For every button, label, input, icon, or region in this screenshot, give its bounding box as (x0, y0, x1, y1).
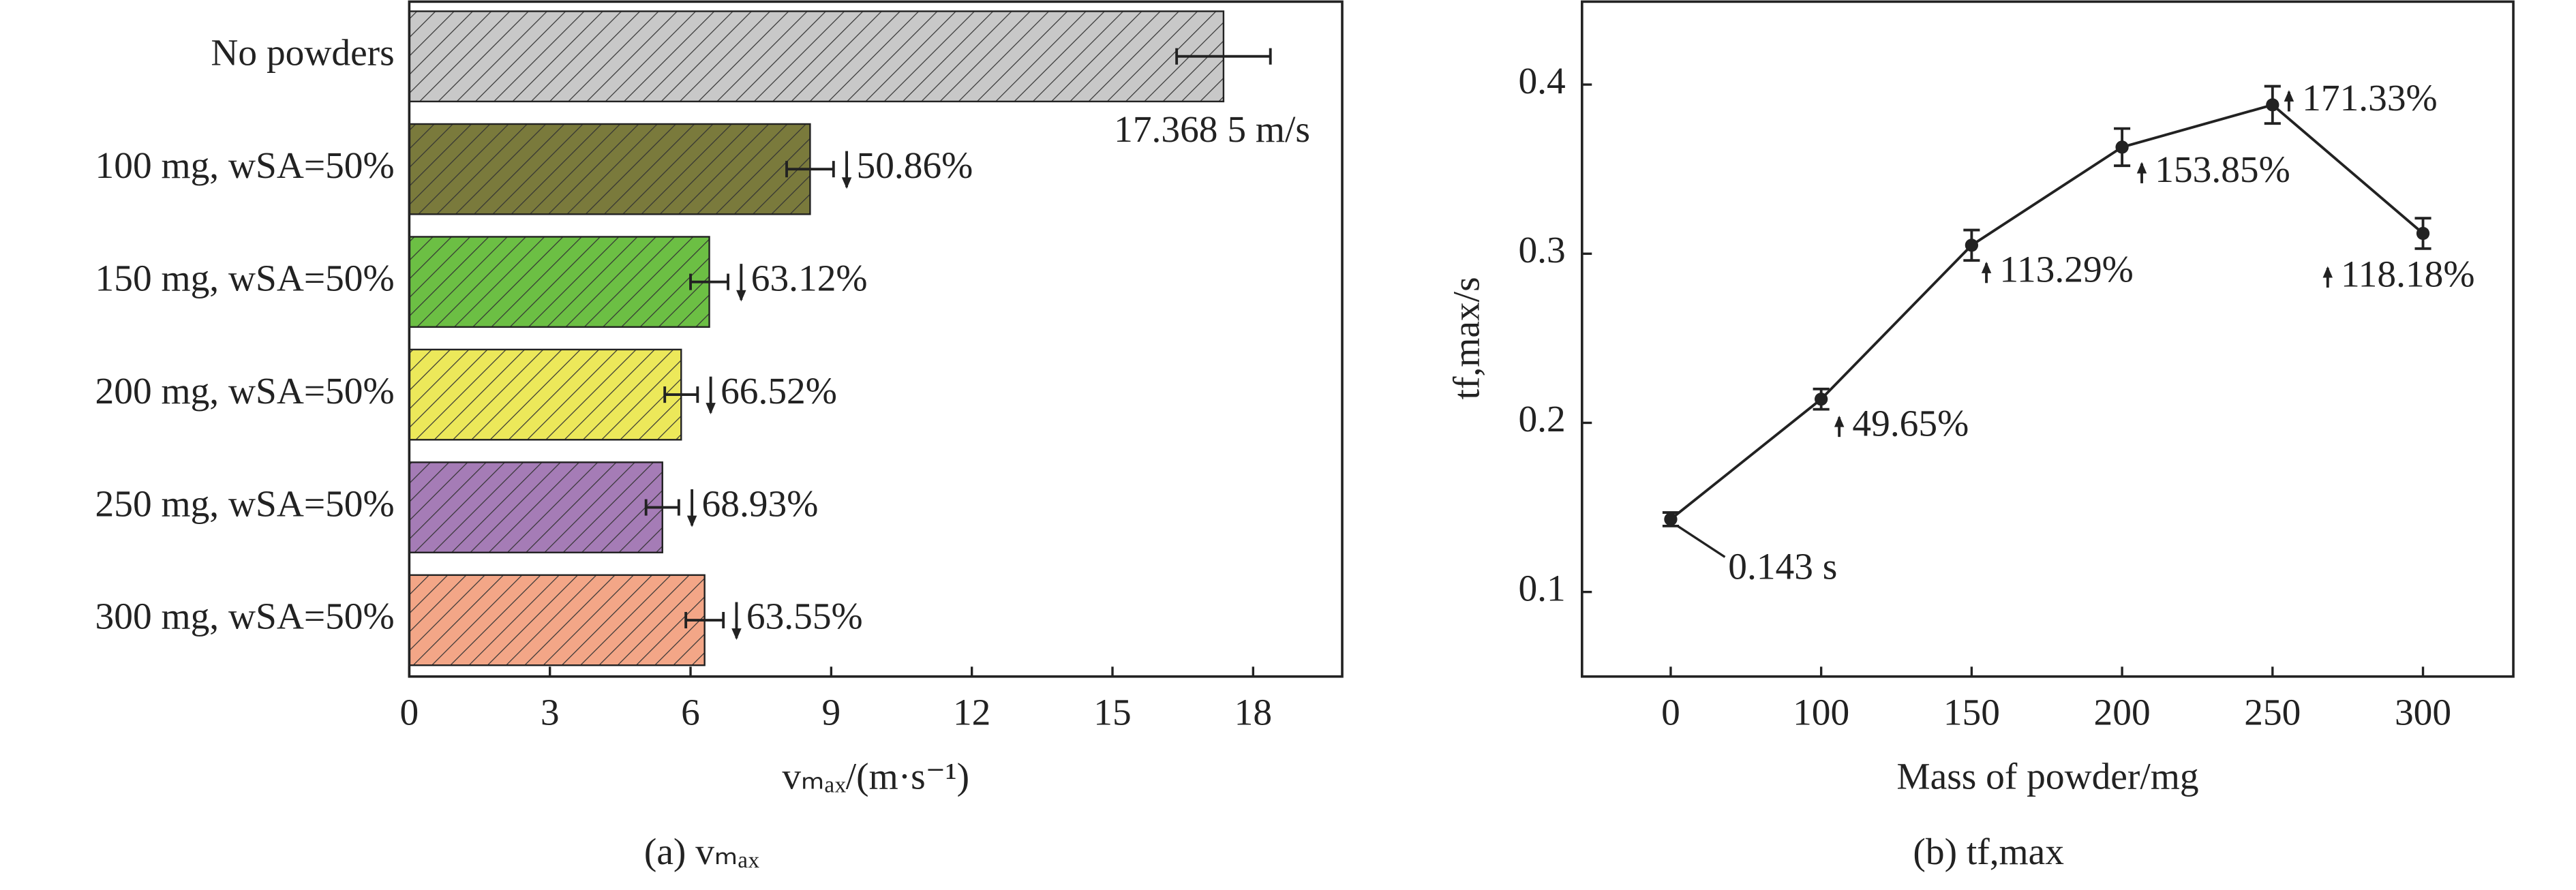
annotation: 171.33% (2302, 77, 2438, 119)
data-point (2115, 140, 2129, 154)
annotation: 68.93% (702, 482, 819, 524)
arrow-head (706, 403, 716, 415)
x-tick-label: 250 (2244, 691, 2301, 733)
annotation: 66.52% (721, 370, 837, 412)
data-point (1664, 512, 1678, 526)
bar (408, 123, 811, 215)
arrow-head (736, 290, 746, 302)
bar (408, 461, 663, 553)
bar (408, 10, 1225, 103)
arrow-head (2322, 266, 2333, 278)
category-label: 100 mg, wSA=50% (95, 144, 395, 186)
arrow-head (841, 177, 852, 189)
plot-frame (1581, 0, 2515, 678)
x-tick-label: 12 (953, 691, 990, 733)
plot-frame (408, 0, 1344, 678)
x-tick-label: 0 (1661, 691, 1680, 733)
y-tick-label: 0.3 (1518, 229, 1565, 271)
data-point (2266, 98, 2279, 112)
annotation: 49.65% (1852, 402, 1969, 444)
error-bar (663, 386, 699, 403)
y-tick-label: 0.1 (1518, 567, 1565, 609)
leader-line (1676, 525, 1726, 558)
error-bar (689, 273, 729, 290)
arrow-head (731, 628, 742, 640)
x-tick-label: 150 (1943, 691, 2000, 733)
annotation: 50.86% (857, 144, 973, 186)
data-point (1815, 393, 1828, 406)
x-tick-label: 100 (1793, 691, 1849, 733)
x-axis-label: Mass of powder/mg (1896, 755, 2198, 797)
x-tick-label: 6 (681, 691, 700, 733)
y-tick-label: 0.4 (1518, 60, 1565, 102)
x-tick-label: 18 (1234, 691, 1272, 733)
annotation: 113.29% (1999, 249, 2133, 290)
arrow-head (2284, 90, 2294, 102)
bar (408, 574, 706, 666)
annotation: 63.55% (746, 596, 863, 637)
arrow-head (1981, 261, 1992, 273)
category-label: 250 mg, wSA=50% (95, 482, 395, 524)
x-tick-label: 300 (2395, 691, 2451, 733)
bar (408, 348, 682, 441)
arrow-head (2136, 162, 2147, 174)
category-label: 150 mg, wSA=50% (95, 257, 395, 298)
x-axis-label: vₘₐₓ/(m·s⁻¹) (782, 755, 969, 797)
y-axis-label: tf,max/s (1446, 277, 1487, 399)
caption: (a) vₘₐₓ (644, 831, 760, 872)
data-point (2416, 226, 2430, 241)
category-label: 300 mg, wSA=50% (95, 596, 395, 637)
error-bar (785, 161, 835, 178)
category-label: 200 mg, wSA=50% (95, 370, 395, 412)
x-tick-label: 3 (541, 691, 560, 733)
annotation: 153.85% (2155, 149, 2290, 190)
annotation: 118.18% (2341, 253, 2474, 294)
annotation: 63.12% (751, 257, 868, 298)
data-point (1965, 239, 1979, 252)
y-tick-label: 0.2 (1518, 398, 1565, 440)
value-label: 17.368 5 m/s (1114, 108, 1310, 150)
error-bar (684, 611, 725, 629)
caption: (b) tf,max (1913, 831, 2064, 872)
error-bar (1175, 48, 1272, 65)
data-line (1669, 103, 2424, 521)
error-bar (644, 499, 680, 516)
x-tick-label: 9 (822, 691, 841, 733)
x-tick-label: 200 (2094, 691, 2151, 733)
x-tick-label: 15 (1093, 691, 1131, 733)
arrow-head (1834, 415, 1845, 427)
bar (408, 236, 710, 328)
category-label: No powders (211, 31, 394, 73)
value-label: 0.143 s (1728, 545, 1837, 587)
x-tick-label: 0 (400, 691, 419, 733)
arrow-head (686, 515, 697, 527)
